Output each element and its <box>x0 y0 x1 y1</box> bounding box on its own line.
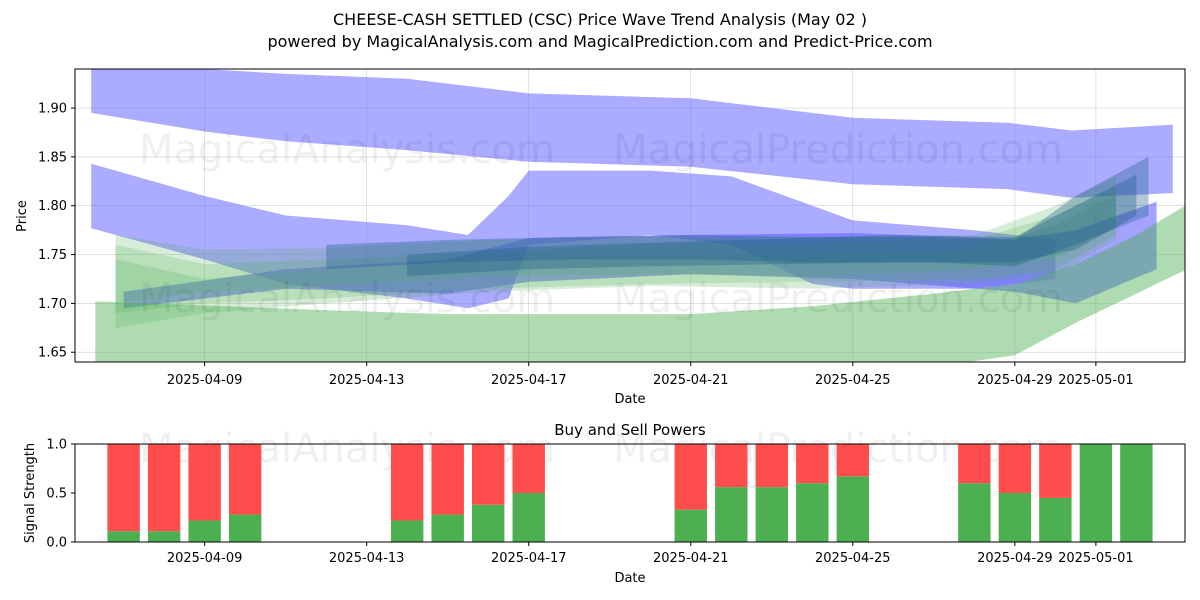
price-y-tick-label: 1.75 <box>38 248 67 263</box>
chart-title: CHEESE-CASH SETTLED (CSC) Price Wave Tre… <box>333 10 867 29</box>
sell-power-bar <box>674 444 707 510</box>
green-band-inner-3 <box>115 176 1117 304</box>
buy-power-bar <box>674 509 707 542</box>
buy-power-bar <box>147 531 181 542</box>
dark-blue-band-1 <box>326 156 1149 270</box>
price-y-tick-label: 1.70 <box>38 297 67 312</box>
buy-power-bar <box>1079 444 1113 542</box>
price-bands <box>91 69 1185 362</box>
price-y-axis-label: Price <box>15 200 30 232</box>
price-x-tick-label: 2025-04-17 <box>491 373 567 388</box>
power-x-tick-label: 2025-04-29 <box>977 551 1053 566</box>
watermark-analysis: MagicalAnalysis.com <box>139 127 555 173</box>
buy-power-bar <box>958 483 991 542</box>
dark-blue-band-2 <box>407 174 1137 277</box>
green-band-wide <box>95 205 1185 362</box>
sell-power-bar <box>755 444 788 488</box>
lower-blue-band <box>123 201 1157 309</box>
price-panel: MagicalAnalysis.com MagicalPrediction.co… <box>15 68 1186 407</box>
power-x-tick-label: 2025-04-09 <box>167 551 243 566</box>
green-band-inner-1 <box>115 186 1117 314</box>
price-axes-frame <box>74 68 1186 363</box>
watermark-prediction: MagicalPrediction.com <box>613 127 1063 173</box>
power-x-tick-label: 2025-04-17 <box>491 551 567 566</box>
price-x-tick-label: 2025-04-21 <box>653 373 729 388</box>
price-x-axis-label: Date <box>614 392 645 407</box>
sell-power-bar <box>796 444 829 484</box>
price-watermarks: MagicalAnalysis.com MagicalPrediction.co… <box>139 127 1063 322</box>
power-y-ticks: 0.0 0.5 1.0 <box>46 438 75 551</box>
buy-power-bar <box>107 531 140 542</box>
sell-power-bar <box>1039 444 1072 498</box>
power-y-tick-label: 0.5 <box>46 487 67 502</box>
price-y-ticks: 1.65 1.70 1.75 1.80 1.85 1.90 <box>38 102 75 361</box>
power-y-tick-label: 0.0 <box>46 536 67 551</box>
power-x-tick-label: 2025-04-13 <box>329 551 405 566</box>
buy-power-bar <box>188 520 221 542</box>
sell-power-bar <box>431 444 464 515</box>
buy-power-bar <box>390 520 424 542</box>
price-x-ticks: 2025-04-09 2025-04-13 2025-04-17 2025-04-21… <box>167 362 1134 388</box>
price-y-tick-label: 1.80 <box>38 199 67 214</box>
price-y-tick-label: 1.90 <box>38 102 67 117</box>
buy-power-bar <box>755 487 788 542</box>
buy-power-bar <box>796 483 829 542</box>
price-y-tick-label: 1.85 <box>38 150 67 165</box>
sell-power-bar <box>147 444 181 532</box>
power-x-tick-label: 2025-04-25 <box>815 551 891 566</box>
chart-subtitle: powered by MagicalAnalysis.com and Magic… <box>267 32 932 51</box>
upper-blue-band <box>91 69 1173 198</box>
sell-power-bar <box>107 444 140 532</box>
price-x-tick-label: 2025-04-29 <box>977 373 1053 388</box>
buy-power-bar <box>836 476 870 542</box>
green-band-inner-2 <box>115 194 1117 328</box>
power-x-tick-label: 2025-05-01 <box>1058 551 1134 566</box>
buy-power-bar <box>715 487 748 542</box>
sell-power-bar <box>512 444 545 493</box>
watermark-prediction: MagicalPrediction.com <box>613 276 1063 322</box>
power-x-tick-label: 2025-04-21 <box>653 551 729 566</box>
power-panel: Buy and Sell Powers MagicalAnalysis.com … <box>23 421 1186 586</box>
sell-power-bar <box>228 444 262 515</box>
sell-power-bar <box>836 444 870 477</box>
sell-power-bar <box>188 444 221 521</box>
sell-power-bar <box>958 444 991 484</box>
price-x-tick-label: 2025-04-13 <box>329 373 405 388</box>
watermark-analysis: MagicalAnalysis.com <box>139 276 555 322</box>
buy-power-bar <box>431 514 464 542</box>
sell-power-bar <box>998 444 1032 493</box>
price-y-tick-label: 1.65 <box>38 346 67 361</box>
sell-power-bar <box>390 444 424 521</box>
buy-power-bar <box>512 493 545 542</box>
price-x-tick-label: 2025-05-01 <box>1058 373 1134 388</box>
price-x-tick-label: 2025-04-09 <box>167 373 243 388</box>
power-y-axis-label: Signal Strength <box>23 443 38 543</box>
power-x-ticks: 2025-04-09 2025-04-13 2025-04-17 2025-04-21… <box>167 542 1134 566</box>
sell-power-bar <box>472 444 505 505</box>
buy-power-bar <box>472 504 505 542</box>
buy-power-bar <box>228 514 262 542</box>
buy-power-bar <box>998 493 1032 542</box>
sell-power-bar <box>715 444 748 488</box>
power-bars <box>107 444 1153 542</box>
power-chart-title: Buy and Sell Powers <box>554 421 706 439</box>
power-y-tick-label: 1.0 <box>46 438 67 453</box>
power-x-axis-label: Date <box>614 571 645 586</box>
buy-power-bar <box>1039 497 1072 542</box>
buy-power-bar <box>1120 444 1153 542</box>
price-x-tick-label: 2025-04-25 <box>815 373 891 388</box>
